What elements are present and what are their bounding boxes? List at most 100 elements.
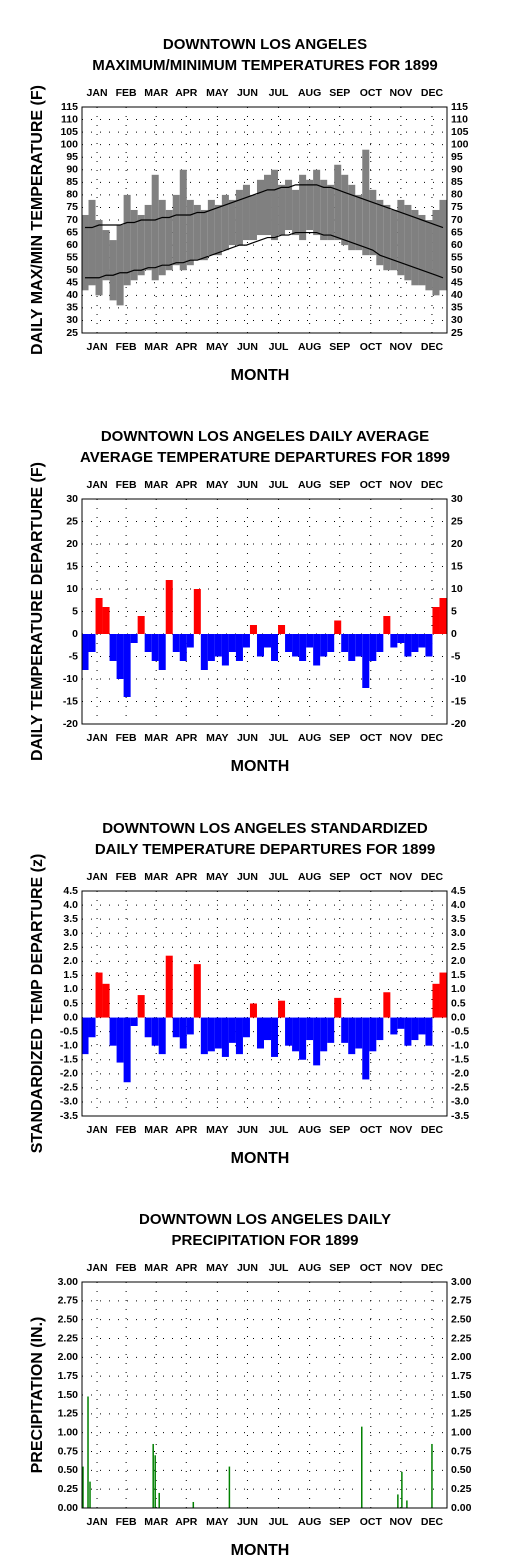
x-tick-label: OCT — [360, 341, 383, 353]
bar — [383, 992, 391, 1018]
range-bar — [313, 169, 321, 236]
bar — [285, 1017, 293, 1046]
y-tick-label: -2.0 — [451, 1068, 469, 1080]
bar — [200, 634, 208, 670]
x-tick-label: SEP — [329, 732, 350, 744]
bar — [152, 1443, 154, 1508]
x-tick-label: APR — [175, 341, 198, 353]
y-tick-label: -3.5 — [451, 1110, 469, 1122]
x-tick-label: AUG — [298, 479, 321, 491]
bar — [397, 1494, 399, 1508]
x-tick-label: SEP — [329, 1124, 350, 1136]
y-tick-label: -10 — [63, 673, 78, 685]
y-tick-label: 60 — [66, 239, 78, 251]
y-tick-label: 40 — [451, 289, 463, 301]
x-tick-label: OCT — [360, 1516, 383, 1528]
y-tick-label: 0.5 — [451, 997, 466, 1009]
bar — [123, 634, 131, 697]
bar — [369, 1017, 377, 1052]
bar — [362, 634, 370, 688]
x-tick-label: SEP — [329, 479, 350, 491]
x-tick-label: AUG — [298, 732, 321, 744]
x-tick-label: MAY — [206, 1262, 228, 1274]
bar — [369, 634, 377, 661]
range-bar — [425, 220, 433, 291]
bar — [81, 1017, 89, 1055]
y-tick-label: 20 — [451, 538, 463, 550]
bar — [432, 983, 440, 1018]
bar — [390, 1017, 398, 1035]
x-tick-label: MAR — [144, 341, 168, 353]
x-tick-label: FEB — [116, 1262, 137, 1274]
x-tick-label: JAN — [87, 1516, 108, 1528]
y-tick-label: 1.5 — [451, 969, 466, 981]
y-tick-label: 2.25 — [451, 1332, 472, 1344]
y-tick-label: -0.5 — [60, 1025, 78, 1037]
bar — [95, 598, 103, 634]
bar — [228, 1466, 231, 1508]
bar — [200, 1017, 208, 1055]
range-bar — [102, 230, 110, 281]
range-bar — [235, 189, 243, 246]
y-tick-label: 3.5 — [63, 913, 78, 925]
y-tick-label: -20 — [63, 718, 78, 730]
range-bar — [348, 184, 356, 251]
bar — [313, 1017, 321, 1066]
bar — [271, 1017, 279, 1057]
bar — [320, 1017, 328, 1052]
bar — [390, 634, 398, 648]
y-tick-label: 0 — [451, 628, 457, 640]
plot-frame — [81, 106, 448, 334]
y-tick-label: 30 — [66, 493, 78, 505]
chart-title: DOWNTOWN LOS ANGELES DAILY — [139, 1211, 391, 1228]
bar — [221, 634, 229, 666]
bar — [172, 1017, 180, 1038]
y-tick-label: 0.50 — [451, 1464, 472, 1476]
x-tick-label: JUN — [237, 732, 258, 744]
chart-title: DAILY TEMPERATURE DEPARTURES FOR 1899 — [95, 841, 435, 858]
y-tick-label: 0.00 — [58, 1502, 79, 1514]
y-tick-label: 35 — [66, 302, 78, 314]
bar — [192, 1501, 195, 1508]
bar — [172, 634, 180, 652]
bar — [81, 634, 89, 670]
x-tick-label: JAN — [87, 479, 108, 491]
x-tick-label: JAN — [87, 87, 108, 99]
x-tick-label: NOV — [389, 732, 412, 744]
range-bar — [306, 179, 314, 231]
y-tick-label: 70 — [66, 214, 78, 226]
y-tick-label: 30 — [451, 314, 463, 326]
normal-line — [85, 231, 444, 279]
y-tick-label: 35 — [451, 302, 463, 314]
y-tick-label: 100 — [60, 138, 78, 150]
x-tick-label: MAR — [144, 871, 168, 883]
plot-frame — [81, 498, 448, 725]
y-tick-label: 2.0 — [63, 955, 78, 967]
y-tick-label: 100 — [451, 138, 469, 150]
bar — [154, 1455, 156, 1508]
y-tick-label: 70 — [451, 214, 463, 226]
bar — [406, 1500, 408, 1508]
x-tick-label: OCT — [360, 87, 383, 99]
y-tick-label: 20 — [66, 538, 78, 550]
x-tick-label: JAN — [87, 1124, 108, 1136]
x-tick-label: FEB — [116, 732, 137, 744]
y-tick-label: 110 — [451, 113, 468, 125]
y-tick-label: -2.5 — [60, 1082, 78, 1094]
bar — [249, 625, 257, 634]
x-axis-title: MONTH — [231, 1150, 290, 1167]
chart-title: AVERAGE TEMPERATURE DEPARTURES FOR 1899 — [80, 449, 450, 466]
range-bar — [109, 240, 117, 301]
range-bar — [383, 204, 391, 271]
y-tick-label: 110 — [61, 113, 78, 125]
x-tick-label: MAY — [206, 479, 228, 491]
bar — [95, 972, 103, 1018]
x-tick-label: JUN — [237, 871, 258, 883]
y-tick-label: 10 — [66, 583, 78, 595]
bar — [341, 634, 349, 652]
chart-title: PRECIPITATION FOR 1899 — [172, 1232, 359, 1249]
x-tick-label: APR — [175, 1516, 198, 1528]
range-bar — [207, 199, 215, 256]
y-tick-label: 25 — [451, 327, 463, 339]
